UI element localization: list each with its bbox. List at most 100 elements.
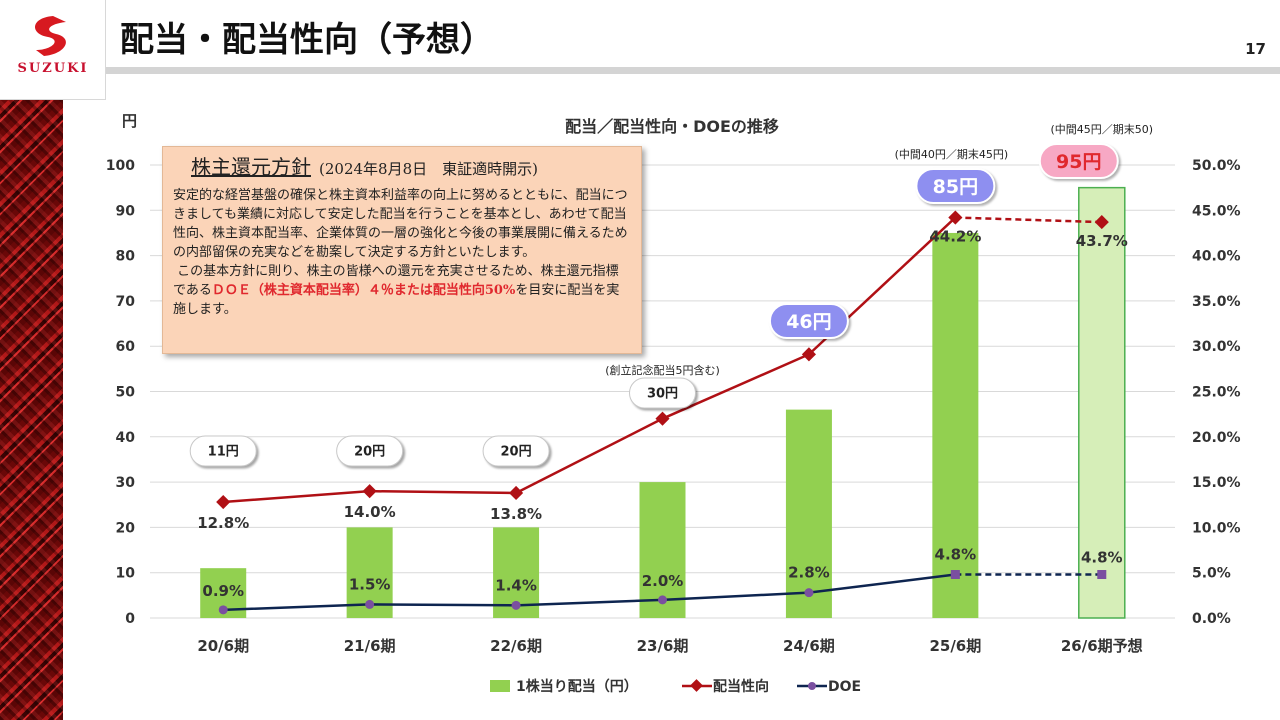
shareholder-return-policy-box: 株主還元方針 (2024年8月8日 東証適時開示) 安定的な経営基盤の確保と株主資… bbox=[162, 146, 642, 354]
doe-data-label: 1.5% bbox=[349, 575, 391, 593]
payout-ratio-data-label: 14.0% bbox=[344, 503, 396, 521]
y-left-tick-label: 50 bbox=[116, 385, 136, 401]
y-left-tick-label: 0 bbox=[125, 611, 135, 627]
annotation-interim-2025: (中間40円／期末45円) bbox=[895, 147, 1009, 161]
y-right-tick-label: 25.0% bbox=[1192, 385, 1241, 401]
x-category-label: 22/6期 bbox=[490, 637, 542, 655]
y-left-tick-label: 40 bbox=[116, 430, 136, 446]
doe-marker bbox=[658, 595, 667, 605]
annotation-commemorative: (創立記念配当5円含む) bbox=[605, 363, 720, 377]
suzuki-s-mark-icon bbox=[35, 16, 66, 56]
payout-ratio-data-label: 44.2% bbox=[929, 228, 981, 246]
policy-heading: 株主還元方針 bbox=[191, 155, 311, 179]
legend-swatch-payout-marker bbox=[690, 679, 703, 692]
policy-text-3: を目安に配当を実施します。 bbox=[173, 283, 620, 317]
legend-label-doe: DOE bbox=[828, 679, 861, 695]
legend-label-dividend: 1株当り配当（円） bbox=[516, 678, 638, 695]
payout-ratio-marker bbox=[1094, 215, 1109, 230]
doe-line bbox=[223, 573, 956, 612]
doe-data-label: 4.8% bbox=[935, 546, 977, 564]
y-left-tick-label: 80 bbox=[116, 249, 136, 265]
payout-ratio-marker bbox=[948, 210, 963, 225]
policy-date: (2024年8月8日 東証適時開示) bbox=[319, 160, 538, 178]
y-left-tick-label: 30 bbox=[116, 475, 136, 491]
doe-data-label: 2.0% bbox=[642, 572, 684, 590]
decorative-side-image bbox=[0, 100, 63, 720]
y-left-tick-label: 100 bbox=[106, 158, 135, 174]
dividend-callout-bubble bbox=[629, 377, 696, 409]
doe-data-label: 2.8% bbox=[788, 564, 830, 582]
y-right-tick-label: 45.0% bbox=[1192, 203, 1241, 219]
dividend-bar bbox=[639, 482, 686, 618]
payout-ratio-marker bbox=[362, 484, 377, 499]
dividend-bar bbox=[785, 409, 832, 618]
y-left-tick-label: 60 bbox=[116, 339, 136, 355]
y-right-tick-label: 30.0% bbox=[1192, 339, 1241, 355]
x-category-label: 20/6期 bbox=[197, 637, 249, 655]
payout-ratio-marker bbox=[216, 494, 231, 510]
doe-marker bbox=[365, 599, 375, 609]
x-category-label: 21/6期 bbox=[344, 637, 396, 655]
payout-ratio-marker bbox=[509, 485, 524, 501]
doe-marker bbox=[511, 600, 521, 610]
y-left-tick-label: 20 bbox=[116, 520, 136, 536]
payout-ratio-data-label: 13.8% bbox=[490, 505, 542, 523]
dividend-callout-label: 11円 bbox=[208, 445, 239, 460]
dividend-callout-label: 30円 bbox=[647, 387, 678, 402]
dividend-callout-label: 20円 bbox=[501, 445, 532, 460]
payout-ratio-data-label: 43.7% bbox=[1076, 232, 1128, 250]
doe-marker bbox=[218, 605, 228, 615]
policy-text-1: 安定的な経営基盤の確保と株主資本利益率の向上に努めるとともに、配当につきましても… bbox=[173, 188, 628, 260]
y-right-tick-label: 10.0% bbox=[1192, 520, 1241, 536]
legend-swatch-doe-marker bbox=[808, 682, 816, 690]
dividend-bar bbox=[1078, 186, 1126, 619]
dividend-callout-label: 95円 bbox=[1056, 151, 1101, 173]
y-right-tick-label: 0.0% bbox=[1192, 611, 1231, 627]
doe-marker bbox=[1097, 570, 1107, 580]
doe-data-label: 1.4% bbox=[495, 576, 537, 594]
dividend-callout-bubble bbox=[915, 168, 996, 204]
y-right-tick-label: 50.0% bbox=[1192, 158, 1241, 174]
chart-title: 配当／配当性向・DOEの推移 bbox=[565, 117, 779, 136]
page-title: 配当・配当性向（予想） bbox=[120, 20, 494, 60]
dividend-callout-bubble bbox=[768, 303, 849, 339]
annotation-interim-2026: (中間45円／期末50) bbox=[1050, 122, 1153, 136]
dividend-callout-bubble bbox=[1038, 143, 1119, 179]
y-right-tick-label: 15.0% bbox=[1192, 475, 1241, 491]
dividend-bar bbox=[932, 232, 979, 618]
dividend-callout-label: 20円 bbox=[354, 445, 385, 460]
policy-text-2: この基本方針に則り、株主の皆様への還元を充実させるため、株主還元指標である bbox=[173, 264, 619, 298]
suzuki-logo: SUZUKI bbox=[0, 0, 106, 100]
doe-data-label: 4.8% bbox=[1081, 549, 1123, 567]
y-right-tick-label: 20.0% bbox=[1192, 430, 1241, 446]
y-left-tick-label: 90 bbox=[116, 203, 136, 219]
x-category-label: 23/6期 bbox=[637, 637, 689, 655]
policy-body: 安定的な経営基盤の確保と株主資本利益率の向上に努めるとともに、配当につきましても… bbox=[173, 186, 631, 319]
doe-marker bbox=[804, 588, 814, 598]
y-left-tick-label: 10 bbox=[116, 566, 136, 582]
payout-ratio-line-forecast bbox=[955, 216, 1102, 224]
y-right-tick-label: 5.0% bbox=[1192, 566, 1231, 582]
payout-ratio-data-label: 12.8% bbox=[197, 514, 249, 532]
page-number: 17 bbox=[1245, 40, 1266, 58]
policy-header: 株主還元方針 (2024年8月8日 東証適時開示) bbox=[173, 151, 631, 180]
dividend-callout-label: 46円 bbox=[786, 311, 831, 333]
y-right-tick-label: 40.0% bbox=[1192, 249, 1241, 265]
logo-wordmark: SUZUKI bbox=[17, 61, 89, 76]
payout-ratio-marker bbox=[801, 347, 816, 362]
doe-marker bbox=[950, 570, 960, 580]
x-category-label: 24/6期 bbox=[783, 637, 835, 655]
payout-ratio-marker bbox=[655, 411, 670, 426]
title-underline-bar bbox=[106, 67, 1280, 74]
dividend-callout-label: 85円 bbox=[933, 176, 978, 198]
dividend-callout-bubble bbox=[336, 435, 404, 467]
dividend-callout-bubble bbox=[482, 435, 550, 467]
dividend-callout-bubble bbox=[189, 435, 257, 467]
legend-swatch-dividend bbox=[490, 680, 510, 692]
y-left-tick-label: 70 bbox=[116, 294, 136, 310]
legend-label-payout: 配当性向 bbox=[713, 678, 769, 695]
x-category-label: 25/6期 bbox=[929, 637, 981, 655]
y-left-unit-label: 円 bbox=[122, 112, 137, 130]
policy-text-highlight: ＤＯＥ（株主資本配当率）４％または配当性向50% bbox=[211, 283, 516, 298]
